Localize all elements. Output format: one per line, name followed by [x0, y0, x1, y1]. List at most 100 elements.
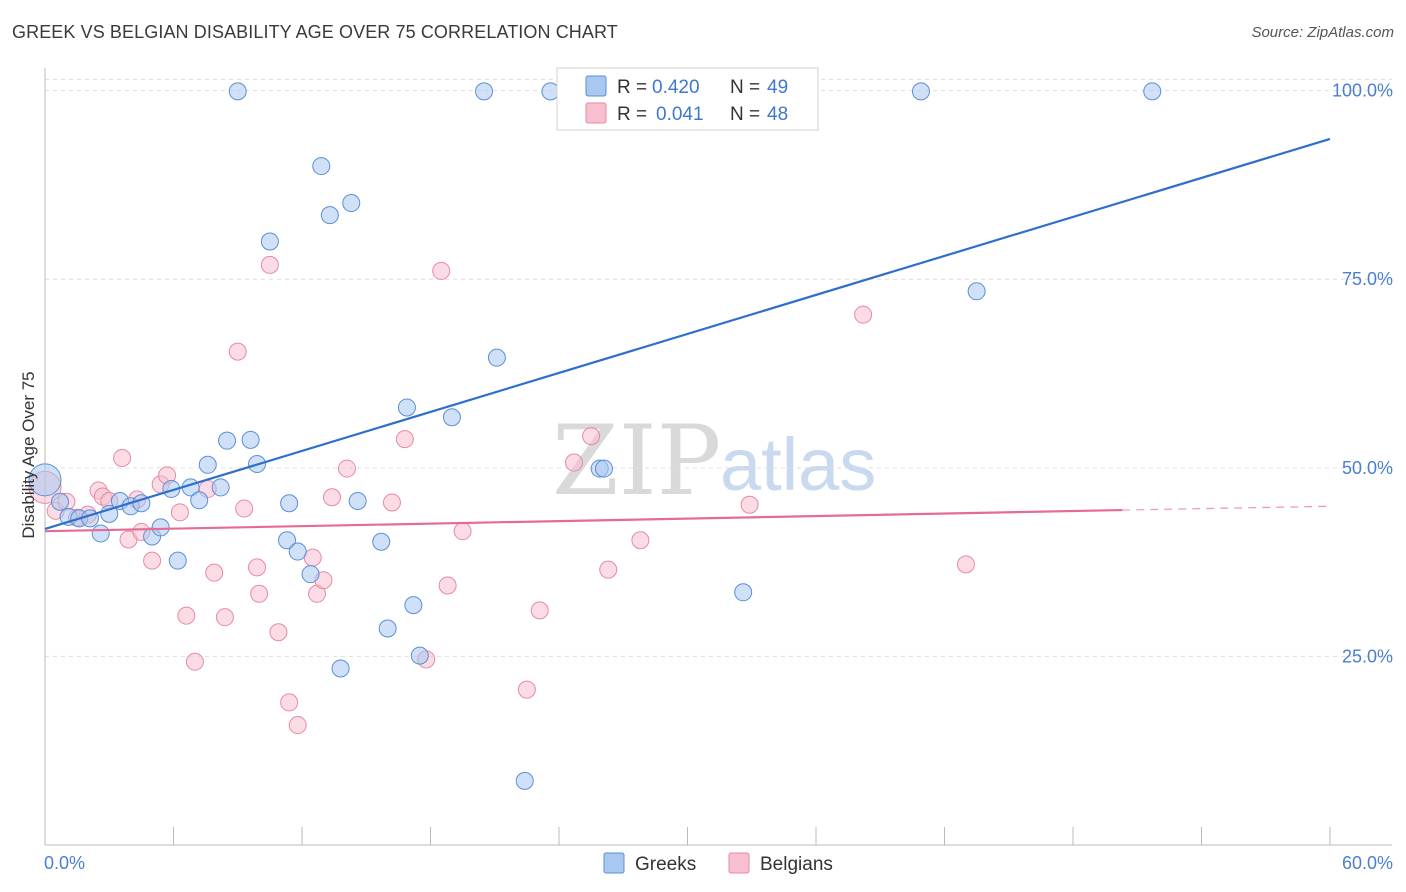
greeks-r-prefix: R = [617, 77, 647, 98]
greeks-point[interactable] [372, 532, 391, 551]
source-label: Source: ZipAtlas.com [1251, 24, 1394, 41]
tick-labels: 25.0% 50.0% 75.0% 100.0% 0.0% 60.0% [44, 81, 1393, 873]
y-tick-label: 100.0% [1332, 81, 1393, 101]
belgians-point[interactable] [269, 623, 288, 642]
belgians-point[interactable] [631, 531, 650, 550]
greeks-point[interactable] [218, 431, 237, 450]
greeks-point[interactable] [348, 492, 367, 511]
greeks-point[interactable] [190, 491, 209, 510]
greeks-point[interactable] [410, 646, 429, 665]
belgians-r-prefix: R = [617, 104, 647, 125]
x-tick-label: 60.0% [1342, 853, 1393, 873]
greeks-point[interactable] [241, 430, 260, 449]
belgians-point[interactable] [185, 652, 204, 671]
belgians-point[interactable] [395, 430, 414, 449]
greeks-point[interactable] [967, 282, 986, 301]
greeks-point[interactable] [211, 478, 230, 497]
greeks-point[interactable] [378, 619, 397, 638]
greeks-point[interactable] [342, 194, 361, 213]
stats-legend: R = 0.420 N = 49 R = 0.041 N = 48 [556, 67, 819, 131]
belgians-point[interactable] [337, 459, 356, 478]
belgians-point[interactable] [854, 305, 873, 324]
belgians-trend-line [44, 508, 1123, 533]
belgians-point[interactable] [322, 488, 341, 507]
greeks-point[interactable] [301, 565, 320, 584]
belgians-n-prefix: N = [730, 104, 760, 125]
belgians-point[interactable] [530, 601, 549, 620]
belgians-point[interactable] [956, 555, 975, 574]
belgians-point[interactable] [582, 427, 601, 446]
belgians-point[interactable] [453, 522, 472, 541]
axes [44, 68, 1392, 846]
greeks-legend-label[interactable]: Greeks [635, 854, 696, 875]
belgians-point[interactable] [740, 495, 759, 514]
greeks-point[interactable] [50, 492, 69, 511]
y-axis-label: Disability Age Over 75 [19, 371, 38, 538]
greeks-n-value: 49 [767, 77, 788, 98]
greeks-point[interactable] [312, 157, 331, 176]
greeks-point[interactable] [288, 542, 307, 561]
gridlines [45, 78, 1392, 657]
belgians-point[interactable] [250, 584, 269, 603]
belgians-n-value: 48 [767, 104, 788, 125]
greeks-point[interactable] [541, 82, 560, 101]
greeks-point[interactable] [28, 463, 62, 497]
series-legend[interactable]: Greeks Belgians [603, 852, 833, 875]
x-tick-label: 0.0% [44, 853, 85, 873]
greeks-point[interactable] [475, 82, 494, 101]
greeks-point[interactable] [278, 531, 297, 550]
trend-lines [44, 137, 1331, 533]
belgians-point[interactable] [143, 551, 162, 570]
belgians-point[interactable] [432, 261, 451, 280]
greeks-point[interactable] [168, 551, 187, 570]
belgians-point[interactable] [303, 548, 322, 567]
greeks-legend-swatch[interactable] [603, 852, 625, 874]
belgians-point[interactable] [235, 499, 254, 518]
greeks-point[interactable] [320, 206, 339, 225]
belgians-stats-swatch [585, 102, 607, 124]
greeks-point[interactable] [91, 524, 110, 543]
greeks-point[interactable] [260, 232, 279, 251]
greeks-point[interactable] [280, 494, 299, 513]
belgians-point[interactable] [280, 693, 299, 712]
belgians-point[interactable] [438, 576, 457, 595]
greeks-point[interactable] [442, 408, 461, 427]
belgians-legend-label[interactable]: Belgians [760, 854, 833, 875]
watermark-atlas-text: atlas [720, 423, 876, 506]
greeks-point[interactable] [331, 659, 350, 678]
belgians-point[interactable] [177, 606, 196, 625]
greeks-point[interactable] [487, 348, 506, 367]
greeks-point[interactable] [911, 82, 930, 101]
belgians-point[interactable] [260, 255, 279, 274]
data-points[interactable] [28, 82, 1162, 790]
belgians-point[interactable] [517, 680, 536, 699]
belgians-point[interactable] [599, 560, 618, 579]
greeks-point[interactable] [397, 398, 416, 417]
belgians-point[interactable] [288, 716, 307, 735]
belgians-legend-swatch[interactable] [728, 852, 750, 874]
greeks-point[interactable] [734, 583, 753, 602]
belgians-point[interactable] [170, 503, 189, 522]
greeks-stats-swatch [585, 75, 607, 97]
belgians-point[interactable] [228, 342, 247, 361]
greeks-point[interactable] [151, 518, 170, 537]
belgians-r-value: 0.041 [656, 104, 704, 125]
belgians-point[interactable] [248, 558, 267, 577]
greeks-point[interactable] [228, 82, 247, 101]
greeks-point[interactable] [594, 459, 613, 478]
greeks-point[interactable] [515, 771, 534, 790]
greeks-r-value: 0.420 [652, 77, 700, 98]
greeks-point[interactable] [404, 596, 423, 615]
belgians-point[interactable] [382, 493, 401, 512]
y-tick-label: 25.0% [1342, 646, 1393, 666]
belgians-point[interactable] [113, 449, 132, 468]
greeks-point[interactable] [198, 455, 217, 474]
chart-title: GREEK VS BELGIAN DISABILITY AGE OVER 75 … [12, 22, 618, 42]
greeks-point[interactable] [1143, 82, 1162, 101]
belgians-point[interactable] [205, 563, 224, 582]
belgians-point[interactable] [564, 453, 583, 472]
y-tick-label: 50.0% [1342, 458, 1393, 478]
belgians-trend-extension [1122, 505, 1331, 511]
belgians-point[interactable] [215, 608, 234, 627]
